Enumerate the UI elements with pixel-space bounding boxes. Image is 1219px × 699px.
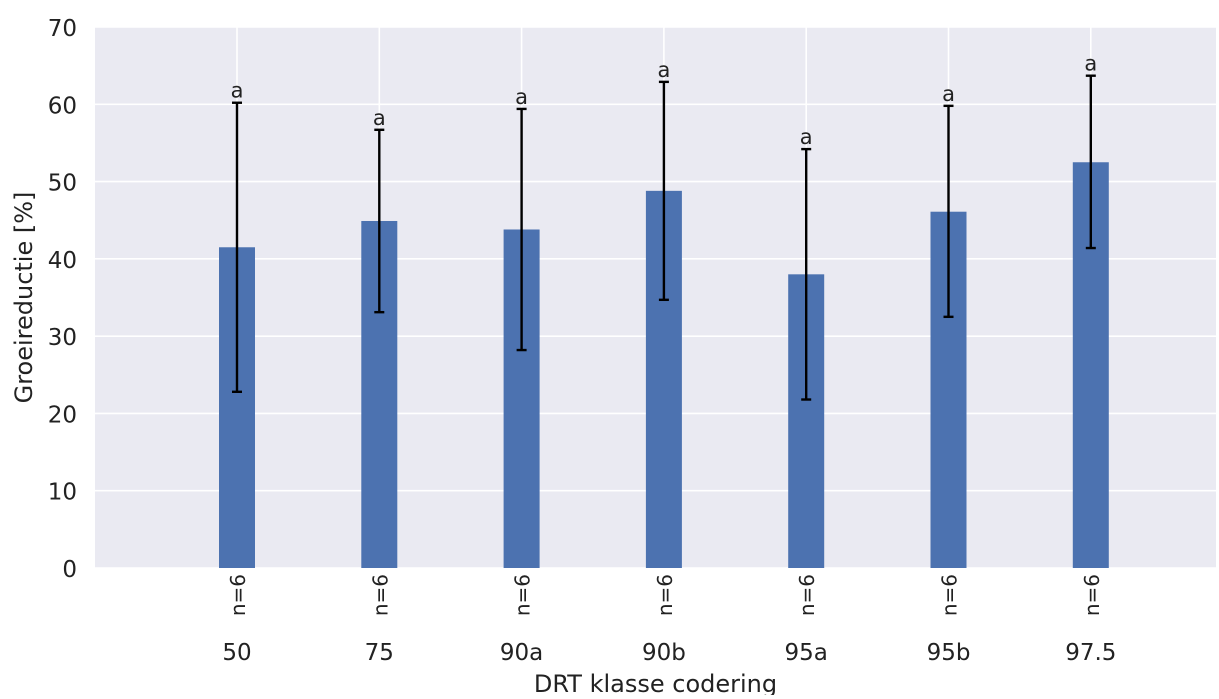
x-tick-label: 97.5 xyxy=(1065,640,1116,666)
x-axis-title: DRT klasse codering xyxy=(534,670,777,695)
n-count-label: n=6 xyxy=(795,574,819,616)
y-tick-label: 20 xyxy=(48,402,77,428)
y-tick-label: 60 xyxy=(48,93,77,119)
x-tick-label: 90a xyxy=(500,640,543,666)
group-letter-label: a xyxy=(657,58,670,82)
group-letter-label: a xyxy=(942,82,955,106)
labels: 0 10 20 30 40 50 60 70 a n=6 50 a n=6 75 a n=6 90a a n=6 90… xyxy=(48,16,1117,666)
n-count-label: n=6 xyxy=(938,574,962,616)
y-tick-label: 40 xyxy=(48,248,77,274)
group-letter-label: a xyxy=(800,125,813,149)
x-tick-label: 75 xyxy=(365,640,394,666)
n-count-label: n=6 xyxy=(226,574,250,616)
bars xyxy=(219,162,1109,569)
group-letter-label: a xyxy=(1084,52,1097,76)
y-tick-label: 50 xyxy=(48,171,77,197)
y-tick-label: 30 xyxy=(48,325,77,351)
n-count-label: n=6 xyxy=(1080,574,1104,616)
y-tick-label: 10 xyxy=(48,480,77,506)
n-count-label: n=6 xyxy=(653,574,677,616)
group-letter-label: a xyxy=(515,85,528,109)
n-count-label: n=6 xyxy=(511,574,535,616)
y-tick-label: 70 xyxy=(48,16,77,42)
x-tick-label: 95a xyxy=(785,640,828,666)
x-tick-label: 95b xyxy=(927,640,971,666)
x-tick-label: 50 xyxy=(222,640,251,666)
group-letter-label: a xyxy=(231,79,244,103)
group-letter-label: a xyxy=(373,106,386,130)
y-axis-title: Groeireductie [%] xyxy=(10,192,38,404)
x-tick-label: 90b xyxy=(642,640,686,666)
n-count-label: n=6 xyxy=(368,574,392,616)
error-bars xyxy=(232,74,1096,401)
y-tick-label: 0 xyxy=(62,557,77,583)
